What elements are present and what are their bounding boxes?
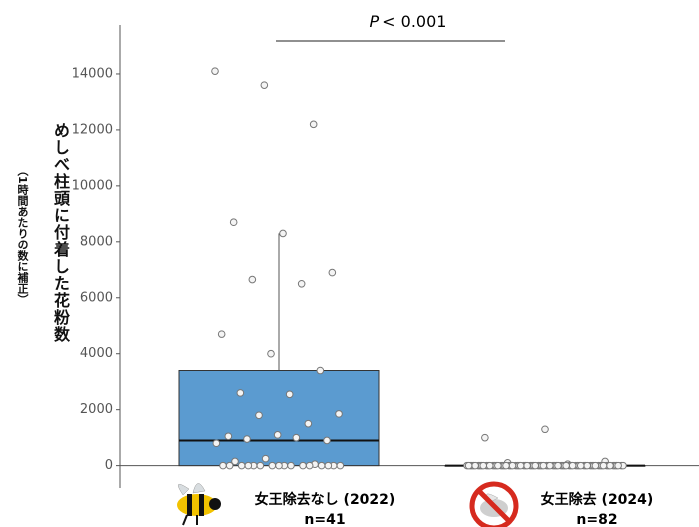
data-point xyxy=(600,462,607,469)
data-point xyxy=(213,440,220,447)
data-point xyxy=(577,462,584,469)
data-point xyxy=(300,462,307,469)
data-point xyxy=(607,462,614,469)
chart: P< 0.001 0 2000 4000 6000 8000 10000 12000 1400… xyxy=(0,0,699,527)
data-point xyxy=(286,391,293,398)
data-point xyxy=(540,462,547,469)
data-point xyxy=(532,462,539,469)
n-label: n=41 xyxy=(304,512,345,527)
data-point xyxy=(218,331,225,338)
data-point xyxy=(329,269,336,276)
data-point xyxy=(225,433,232,440)
y-tick-label: 0 xyxy=(105,458,113,473)
data-point xyxy=(569,462,576,469)
data-point xyxy=(306,462,313,469)
data-point xyxy=(220,462,227,469)
data-point xyxy=(310,121,317,128)
data-point xyxy=(517,462,524,469)
data-point xyxy=(293,434,300,441)
data-point xyxy=(305,420,312,427)
data-point xyxy=(244,436,251,443)
data-point xyxy=(249,276,256,283)
data-point xyxy=(503,462,510,469)
data-point xyxy=(465,462,472,469)
data-point xyxy=(274,432,281,439)
data-point xyxy=(336,411,343,418)
p-symbol: P xyxy=(370,12,380,31)
data-point xyxy=(547,462,554,469)
y-tick-label: 8000 xyxy=(80,234,113,249)
data-point xyxy=(563,462,570,469)
data-point xyxy=(276,462,283,469)
page: {"chart_data": {"type": "box", "y_label"… xyxy=(0,0,699,527)
data-point xyxy=(268,350,275,357)
data-point xyxy=(555,462,562,469)
x-tick-label: 女王除去なし (2022) xyxy=(255,491,396,508)
n-label: n=82 xyxy=(576,512,617,527)
data-point xyxy=(472,462,479,469)
data-point xyxy=(317,367,324,374)
data-point xyxy=(325,462,332,469)
data-point xyxy=(245,462,252,469)
data-point xyxy=(298,280,305,287)
data-point xyxy=(495,462,502,469)
data-point xyxy=(257,462,264,469)
data-point xyxy=(261,82,268,89)
data-point xyxy=(584,462,591,469)
data-point xyxy=(486,462,493,469)
y-tick-label: 2000 xyxy=(80,402,113,417)
x-tick-label: 女王除去 (2024) xyxy=(541,491,654,508)
data-point xyxy=(324,437,331,444)
y-tick-label: 12000 xyxy=(72,122,113,137)
data-point xyxy=(237,390,244,397)
data-point xyxy=(524,462,531,469)
data-point xyxy=(509,462,516,469)
data-point xyxy=(480,462,487,469)
data-point xyxy=(280,230,287,237)
y-tick-label: 10000 xyxy=(72,178,113,193)
data-point xyxy=(226,462,233,469)
data-point xyxy=(615,462,622,469)
p-value: P< 0.001 xyxy=(370,12,447,31)
data-point xyxy=(238,462,245,469)
bee-icon xyxy=(177,483,221,525)
data-point xyxy=(542,426,549,433)
data-point xyxy=(269,462,276,469)
y-tick-label: 14000 xyxy=(72,66,113,81)
data-point xyxy=(256,412,263,419)
data-point xyxy=(337,462,344,469)
data-point xyxy=(318,462,325,469)
data-point xyxy=(262,455,269,462)
y-tick-label: 4000 xyxy=(80,346,113,361)
no-queen-icon xyxy=(472,484,516,527)
data-point xyxy=(592,462,599,469)
data-point xyxy=(482,434,489,441)
box xyxy=(179,371,379,466)
p-threshold: < 0.001 xyxy=(382,12,446,31)
data-point xyxy=(288,462,295,469)
data-point xyxy=(212,68,219,75)
y-tick-label: 6000 xyxy=(80,290,113,305)
data-point xyxy=(230,219,237,226)
